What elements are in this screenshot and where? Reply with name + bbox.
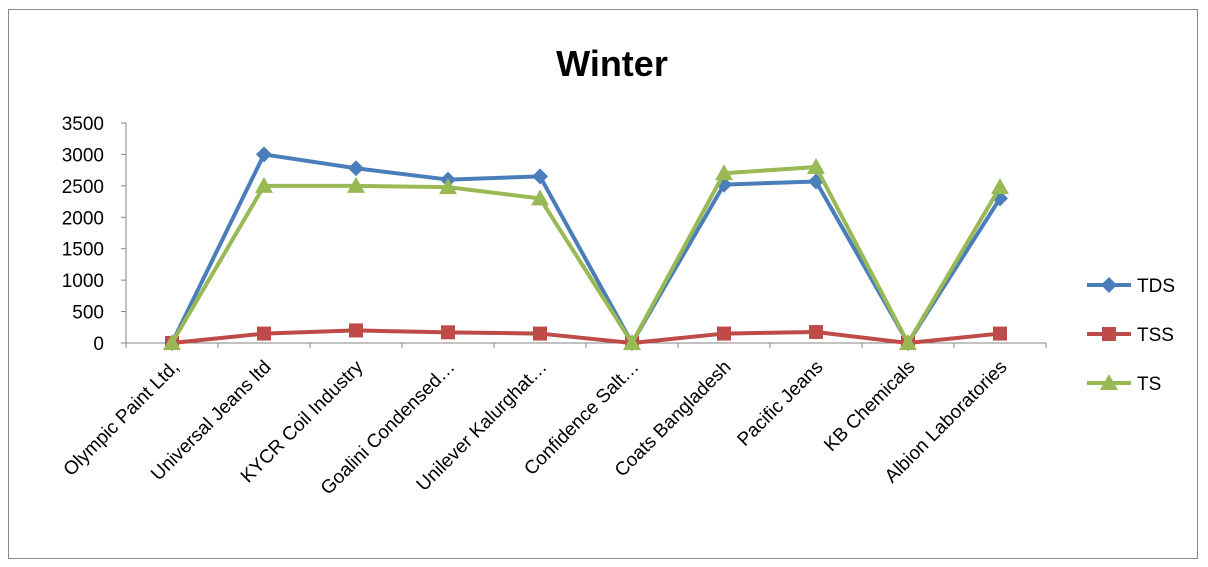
data-point-tss <box>809 325 823 339</box>
x-tick-label: KB Chemicals <box>820 357 919 456</box>
y-tick-label: 2000 <box>62 208 104 229</box>
series-line-tss <box>171 328 1001 345</box>
y-tick-label: 1500 <box>62 240 104 261</box>
data-point-tds <box>348 160 364 177</box>
y-tick-label: 2500 <box>62 177 104 198</box>
legend-label: TDS <box>1137 276 1175 297</box>
y-tick-label: 3000 <box>62 145 104 166</box>
data-point-tss <box>349 323 363 338</box>
data-point-ts <box>347 176 365 193</box>
legend-label: TS <box>1137 374 1161 395</box>
line-chart: Winter 0 500 1000 1500 2000 2500 3000 3500 Olym… <box>60 43 1175 499</box>
x-axis: Olympic Paint Ltd,Universal Jeans ltdKYC… <box>60 342 1047 499</box>
series-line-tds <box>170 152 1002 345</box>
data-point-tds <box>256 146 272 163</box>
data-point-tss <box>441 325 455 340</box>
x-tick-label: Pacific Jeans <box>734 357 828 451</box>
series-ts <box>163 158 1009 350</box>
y-tick-label: 3500 <box>62 114 104 135</box>
chart-title: Winter <box>556 43 668 84</box>
data-point-ts <box>439 178 457 195</box>
y-axis: 0 500 1000 1500 2000 2500 3000 3500 <box>62 114 127 355</box>
legend-item-ts: TS <box>1087 374 1161 395</box>
legend-label: TSS <box>1137 325 1174 346</box>
y-tick-label: 1000 <box>62 271 104 292</box>
legend: TDS TSS TS <box>1087 276 1175 395</box>
legend-item-tss: TSS <box>1087 325 1174 346</box>
legend-marker <box>1100 374 1118 390</box>
legend-item-tds: TDS <box>1087 276 1175 297</box>
data-point-ts <box>899 334 917 350</box>
y-tick-label: 500 <box>72 303 104 324</box>
data-point-ts <box>807 158 825 174</box>
series-tds <box>164 146 1008 351</box>
data-point-tss <box>993 326 1007 341</box>
chart-area: Winter 0 500 1000 1500 2000 2500 3000 3500 Olym… <box>8 9 1198 559</box>
series-layer <box>163 146 1009 351</box>
y-tick-label: 0 <box>93 334 104 355</box>
data-point-tss <box>717 326 731 341</box>
data-point-ts <box>255 176 273 193</box>
data-point-ts <box>623 334 641 350</box>
data-point-ts <box>715 164 733 181</box>
data-point-ts <box>991 178 1009 195</box>
legend-marker <box>1101 277 1117 293</box>
data-point-tss <box>257 326 271 341</box>
legend-marker <box>1102 327 1116 341</box>
data-point-tds <box>532 168 548 185</box>
data-point-ts <box>531 189 549 206</box>
data-point-tss <box>533 326 547 341</box>
data-point-ts <box>163 334 181 350</box>
series-line-ts <box>170 165 1002 345</box>
